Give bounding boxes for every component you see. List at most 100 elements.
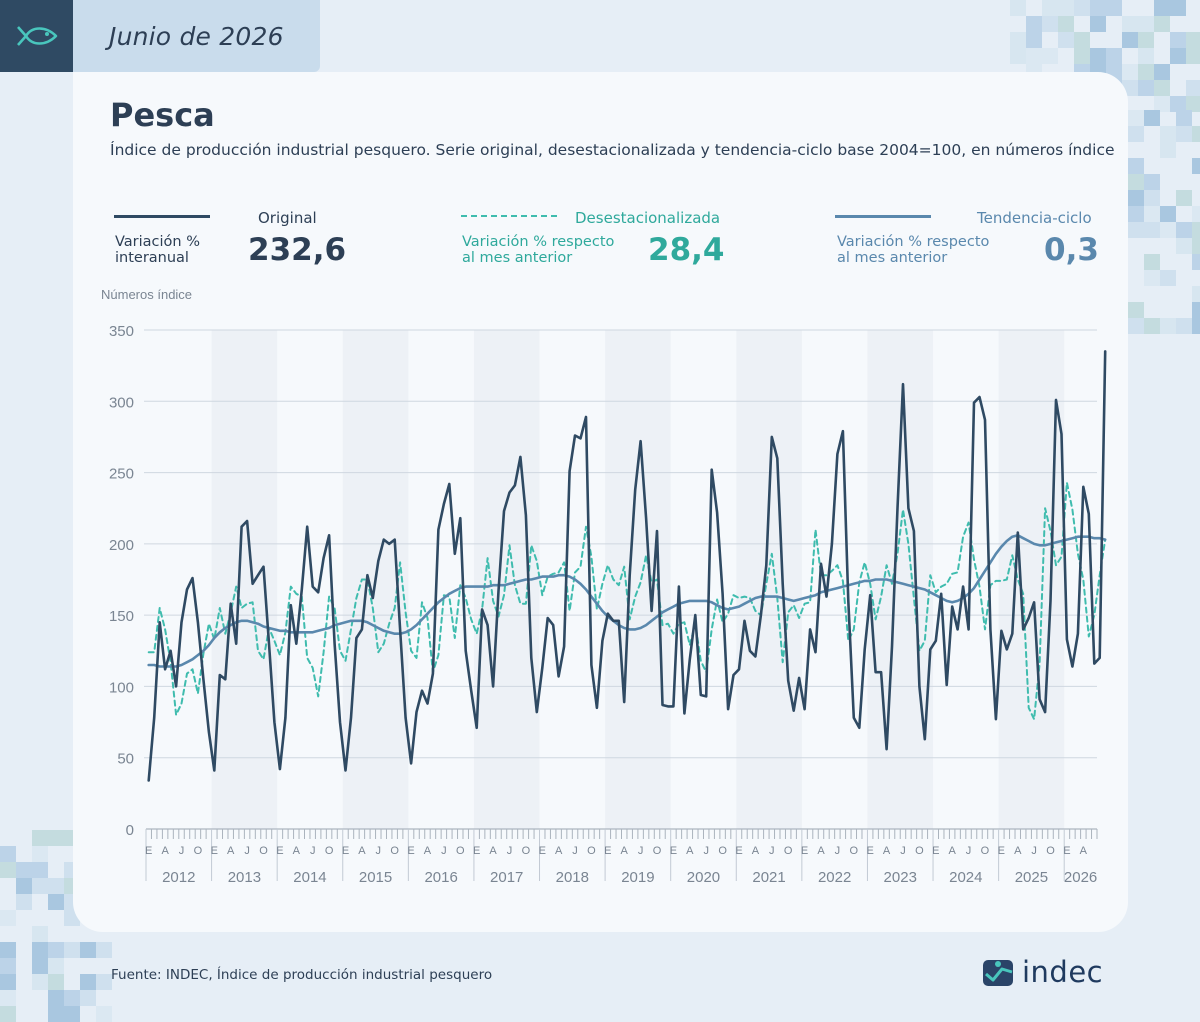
logo-text: indec <box>1022 955 1104 989</box>
x-month-label: O <box>456 845 465 857</box>
series-line-original <box>147 350 1107 782</box>
x-month-label: E <box>276 845 283 857</box>
fish-icon <box>16 26 57 46</box>
x-month-label: J <box>376 845 382 857</box>
x-month-label: J <box>507 845 513 857</box>
x-month-label: O <box>325 845 334 857</box>
year-band-2019 <box>605 330 671 829</box>
x-month-label: E <box>342 845 349 857</box>
x-month-label: A <box>424 845 432 857</box>
x-year-label-2021: 2021 <box>752 869 785 886</box>
legend-desc-desestacionalizada-1: Variación % respecto <box>462 234 615 250</box>
year-band-2021 <box>736 330 802 829</box>
x-month-label: E <box>539 845 546 857</box>
x-month-label: O <box>784 845 793 857</box>
x-month-label: O <box>522 845 531 857</box>
y-tick-label-350: 350 <box>109 323 134 340</box>
x-month-label: E <box>407 845 414 857</box>
x-month-label: A <box>358 845 366 857</box>
y-axis-label: Números índice <box>101 287 192 302</box>
y-tick-label-150: 150 <box>109 608 134 625</box>
y-tick-label-250: 250 <box>109 466 134 483</box>
x-month-label: O <box>259 845 268 857</box>
page-subtitle: Índice de producción industrial pesquero… <box>110 141 1115 159</box>
x-month-label: A <box>1014 845 1022 857</box>
x-month-label: E <box>932 845 939 857</box>
x-month-label: J <box>572 845 578 857</box>
report-date: Junio de 2026 <box>109 21 284 51</box>
legend-name-original: Original <box>258 209 317 227</box>
legend-value-desestacionalizada: 28,4 <box>648 232 725 268</box>
legend-line-desestacionalizada <box>461 215 557 217</box>
legend-line-tendencia <box>835 215 931 218</box>
x-month-label: A <box>555 845 563 857</box>
x-year-label-2025: 2025 <box>1015 869 1048 886</box>
x-month-label: O <box>850 845 859 857</box>
legend-desc-original-1: Variación % <box>115 234 201 250</box>
x-month-label: A <box>621 845 629 857</box>
page-title: Pesca <box>110 96 215 134</box>
x-month-label: O <box>981 845 990 857</box>
legend-desc-tendencia-2: al mes anterior <box>837 250 948 266</box>
x-month-label: O <box>587 845 596 857</box>
x-month-label: A <box>817 845 825 857</box>
x-month-label: E <box>998 845 1005 857</box>
x-month-label: E <box>473 845 480 857</box>
x-month-label: A <box>752 845 760 857</box>
x-month-label: A <box>489 845 497 857</box>
x-month-label: A <box>686 845 694 857</box>
year-band-2013 <box>211 330 278 829</box>
x-month-label: E <box>867 845 874 857</box>
x-year-label-2024: 2024 <box>949 869 982 886</box>
x-year-label-2013: 2013 <box>228 869 261 886</box>
x-month-label: E <box>145 845 152 857</box>
x-month-label: J <box>769 845 775 857</box>
x-month-label: J <box>1031 845 1037 857</box>
source-note: Fuente: INDEC, Índice de producción indu… <box>111 967 493 983</box>
x-month-label: J <box>244 845 250 857</box>
x-year-label-2017: 2017 <box>490 869 523 886</box>
x-month-label: A <box>227 845 235 857</box>
x-year-label-2016: 2016 <box>424 869 457 886</box>
y-tick-label-0: 0 <box>126 822 134 839</box>
legend-desc-desestacionalizada-2: al mes anterior <box>462 250 573 266</box>
indec-logo: indec <box>982 955 1103 989</box>
x-month-label: J <box>966 845 972 857</box>
x-year-label-2018: 2018 <box>556 869 589 886</box>
x-month-label: A <box>161 845 169 857</box>
x-month-label: O <box>718 845 727 857</box>
year-band-2025 <box>998 330 1065 829</box>
date-tab: Junio de 2026 <box>73 0 320 72</box>
legend-desc-tendencia-1: Variación % respecto <box>837 234 990 250</box>
x-month-label: J <box>900 845 906 857</box>
legend-name-tendencia: Tendencia-ciclo <box>977 209 1092 227</box>
x-year-label-2014: 2014 <box>293 869 326 886</box>
y-tick-label-50: 50 <box>117 751 134 768</box>
x-month-label: E <box>1063 845 1070 857</box>
legend-value-tendencia: 0,3 <box>1044 232 1099 268</box>
legend-line-original <box>114 215 210 218</box>
x-month-label: J <box>638 845 644 857</box>
x-month-label: J <box>179 845 185 857</box>
x-year-label-2015: 2015 <box>359 869 392 886</box>
legend-desc-original-2: interanual <box>115 250 189 266</box>
x-year-label-2023: 2023 <box>884 869 917 886</box>
x-year-label-2026: 2026 <box>1064 869 1097 886</box>
legend-name-desestacionalizada: Desestacionalizada <box>575 209 721 227</box>
x-month-label: E <box>735 845 742 857</box>
y-tick-label-100: 100 <box>109 679 134 696</box>
x-month-label: O <box>194 845 203 857</box>
x-month-label: E <box>801 845 808 857</box>
x-month-label: A <box>293 845 301 857</box>
y-tick-label-200: 200 <box>109 537 134 554</box>
x-month-label: O <box>1046 845 1055 857</box>
x-month-label: E <box>670 845 677 857</box>
x-month-label: A <box>948 845 956 857</box>
indec-logo-icon <box>983 960 1013 986</box>
x-month-label: E <box>211 845 218 857</box>
x-month-label: O <box>390 845 399 857</box>
x-year-label-2022: 2022 <box>818 869 851 886</box>
x-month-label: A <box>883 845 891 857</box>
legend-value-original: 232,6 <box>248 232 347 268</box>
